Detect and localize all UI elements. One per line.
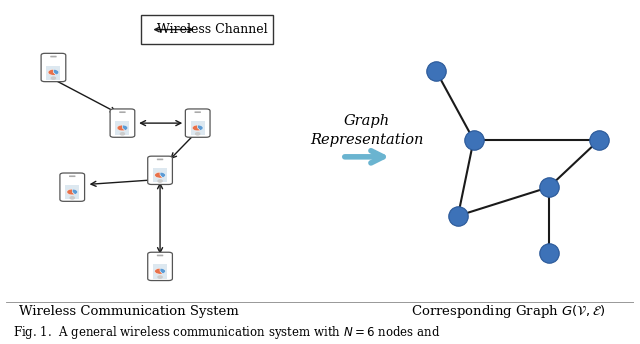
FancyBboxPatch shape — [157, 255, 163, 256]
Wedge shape — [48, 69, 56, 75]
Text: Representation: Representation — [310, 133, 424, 147]
Wedge shape — [67, 189, 75, 195]
FancyBboxPatch shape — [157, 159, 163, 160]
Circle shape — [196, 133, 200, 135]
FancyBboxPatch shape — [110, 109, 135, 137]
Circle shape — [158, 180, 162, 182]
FancyBboxPatch shape — [186, 109, 210, 137]
FancyBboxPatch shape — [115, 121, 129, 135]
Circle shape — [70, 197, 74, 199]
Circle shape — [51, 77, 56, 79]
Wedge shape — [155, 172, 163, 178]
Text: Wireless Communication System: Wireless Communication System — [19, 305, 239, 319]
FancyBboxPatch shape — [60, 173, 84, 201]
FancyBboxPatch shape — [41, 53, 66, 82]
FancyBboxPatch shape — [119, 111, 125, 113]
FancyBboxPatch shape — [47, 66, 60, 79]
Wedge shape — [155, 268, 163, 274]
FancyBboxPatch shape — [153, 168, 167, 182]
Wedge shape — [54, 69, 59, 75]
Wedge shape — [122, 125, 128, 130]
Wedge shape — [193, 125, 200, 131]
Wedge shape — [160, 172, 165, 178]
FancyBboxPatch shape — [69, 175, 76, 177]
Wedge shape — [117, 125, 125, 131]
Text: Fig. 1.  A general wireless communication system with $N = 6$ nodes and: Fig. 1. A general wireless communication… — [13, 324, 440, 341]
Text: Wireless Channel: Wireless Channel — [157, 23, 268, 36]
FancyBboxPatch shape — [141, 15, 273, 44]
Wedge shape — [72, 189, 77, 194]
FancyBboxPatch shape — [50, 56, 57, 57]
Circle shape — [158, 276, 162, 278]
Wedge shape — [160, 268, 165, 274]
Circle shape — [120, 133, 125, 135]
FancyBboxPatch shape — [65, 185, 79, 199]
FancyBboxPatch shape — [191, 121, 205, 135]
Wedge shape — [198, 125, 203, 130]
Text: Corresponding Graph $G(\mathcal{V}, \mathcal{E})$: Corresponding Graph $G(\mathcal{V}, \mat… — [411, 303, 605, 320]
FancyBboxPatch shape — [148, 156, 172, 184]
Text: Graph: Graph — [344, 114, 390, 128]
FancyBboxPatch shape — [195, 111, 201, 113]
FancyBboxPatch shape — [153, 265, 167, 279]
FancyBboxPatch shape — [148, 252, 172, 281]
